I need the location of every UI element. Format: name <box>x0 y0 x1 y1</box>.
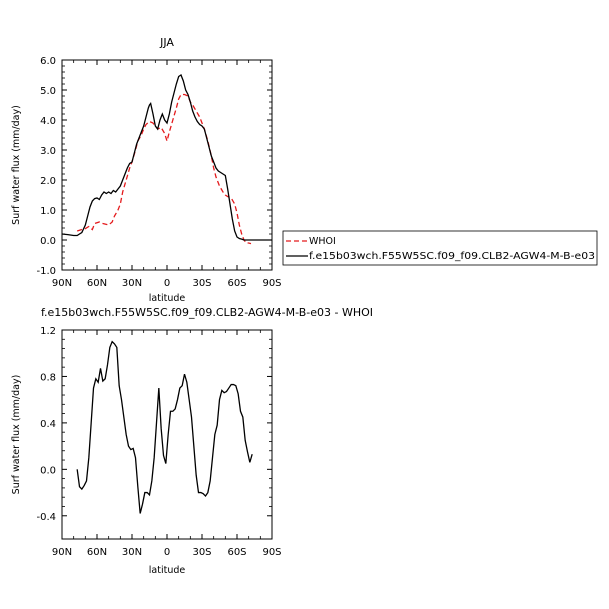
y-tick-label: 1.0 <box>40 206 56 217</box>
x-tick-label: 0 <box>164 547 170 558</box>
bottom-chart-x-axis-label: latitude <box>149 565 186 576</box>
bottom-chart-plot-frame <box>61 329 273 540</box>
y-tick-label: 4.0 <box>40 116 56 127</box>
x-tick-label: 30S <box>192 278 211 289</box>
top-chart-x-axis-label: latitude <box>149 293 186 304</box>
y-tick-label: 3.0 <box>40 146 56 157</box>
top-chart-panel: JJA Surf water flux (mm/day) latitude 90… <box>11 36 282 304</box>
top-chart-plot-frame <box>61 59 273 271</box>
bottom-chart-y-axis-label: Surf water flux (mm/day) <box>11 375 22 495</box>
legend-entry-whoi: WHOI <box>309 236 336 247</box>
x-tick-label: 30N <box>122 547 142 558</box>
x-tick-label: 90N <box>52 547 72 558</box>
series-line-difference <box>76 340 253 514</box>
y-tick-label: 0.4 <box>40 419 56 430</box>
y-tick-label: 5.0 <box>40 86 56 97</box>
x-tick-label: 60S <box>227 547 246 558</box>
x-tick-label: 0 <box>164 278 170 289</box>
y-tick-label: 0.0 <box>40 465 56 476</box>
x-tick-label: 30S <box>192 547 211 558</box>
x-tick-label: 30N <box>122 278 142 289</box>
x-tick-label: 90S <box>262 547 281 558</box>
x-tick-label: 60N <box>87 547 107 558</box>
legend-entry-model: f.e15b03wch.F55W5SC.f09_f09.CLB2-AGW4-M-… <box>309 251 595 262</box>
y-tick-label: 2.0 <box>40 176 56 187</box>
y-tick-label: -1.0 <box>36 266 56 277</box>
y-tick-label: 1.2 <box>40 326 56 337</box>
x-tick-label: 60N <box>87 278 107 289</box>
y-tick-label: 0.8 <box>40 372 56 383</box>
y-tick-label: 0.0 <box>40 236 56 247</box>
x-tick-label: 90S <box>262 278 281 289</box>
legend: WHOI f.e15b03wch.F55W5SC.f09_f09.CLB2-AG… <box>282 230 598 266</box>
series-line-whoi <box>76 93 252 245</box>
legend-box <box>282 230 598 266</box>
bottom-chart-title: f.e15b03wch.F55W5SC.f09_f09.CLB2-AGW4-M-… <box>41 306 373 319</box>
y-tick-label: 6.0 <box>40 56 56 67</box>
x-tick-label: 60S <box>227 278 246 289</box>
bottom-chart-panel: f.e15b03wch.F55W5SC.f09_f09.CLB2-AGW4-M-… <box>11 306 373 576</box>
y-tick-label: -0.4 <box>36 512 56 523</box>
series-line-model <box>61 74 272 241</box>
x-tick-label: 90N <box>52 278 72 289</box>
top-chart-title: JJA <box>159 36 174 49</box>
top-chart-y-axis-label: Surf water flux (mm/day) <box>11 105 22 225</box>
